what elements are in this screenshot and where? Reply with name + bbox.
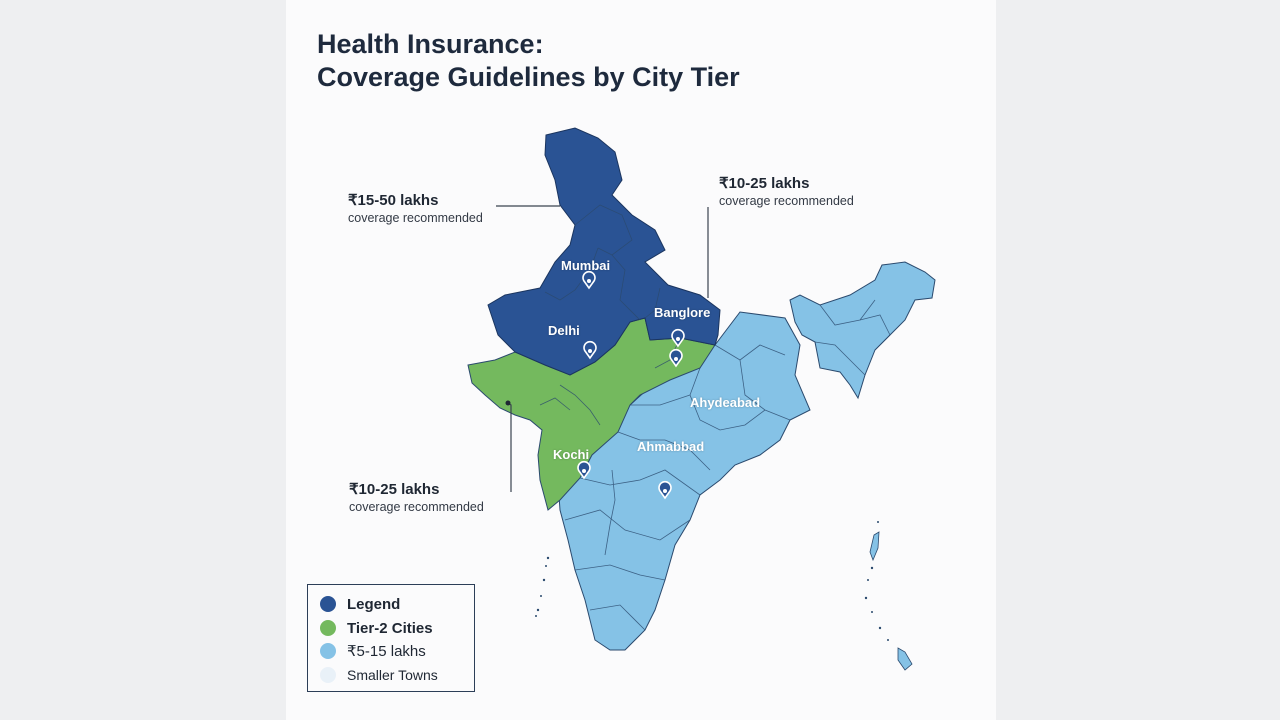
callout-subtitle: coverage recommended [349,500,484,514]
legend-label: Tier-2 Cities [347,619,433,637]
city-label-banglore: Banglore [654,305,711,320]
pin-delhi [583,340,597,360]
region-tier3-northeast [789,261,936,400]
legend-swatch [320,667,336,683]
pin-ahmabbad [658,480,672,500]
callout-amount: ₹10-25 lakhs [349,481,440,498]
city-label-ahmabbad: Ahmabbad [637,439,705,454]
region-tier3-south [554,311,811,651]
callout-amount: ₹15-50 lakhs [348,192,439,209]
city-label-kochi: Kochi [553,447,590,462]
title-line-2: Coverage Guidelines by City Tier [317,62,740,92]
legend-swatch [320,643,336,659]
city-label-ahydeabad: Ahydeabad [690,395,761,410]
legend-item-tier1: Legend [320,593,400,615]
callout-amount: ₹10-25 lakhs [719,175,810,192]
legend-item-tier3: ₹5-15 lakhs [320,640,426,662]
pin-mumbai [582,270,596,290]
pin-banglore-2 [669,348,683,368]
islands [535,521,913,671]
callout-east: ₹10-25 lakhs coverage recommended [719,174,854,210]
leader-dot-west [505,400,511,406]
city-label-mumbai: Mumbai [561,258,611,273]
callout-subtitle: coverage recommended [719,194,854,208]
legend-label: Legend [347,595,401,613]
callout-north: ₹15-50 lakhs coverage recommended [348,191,483,227]
callout-subtitle: coverage recommended [348,211,483,225]
map-pins [577,270,685,500]
legend-swatch [320,596,336,612]
legend-label: ₹5-15 lakhs [347,643,426,660]
callout-west: ₹10-25 lakhs coverage recommended [349,480,484,516]
map-legend: Legend Tier-2 Cities ₹5-15 lakhs Smaller… [307,584,475,692]
leader-line-3 [507,402,512,492]
legend-label: Smaller Towns [347,667,438,683]
page-title: Health Insurance: Coverage Guidelines by… [317,28,740,94]
legend-item-tier2: Tier-2 Cities [320,617,433,639]
state-borders [539,204,891,631]
pin-kochi [577,460,591,480]
legend-swatch [320,620,336,636]
pin-banglore [671,328,685,348]
legend-item-smaller-towns: Smaller Towns [320,664,438,686]
region-tier1-north [487,127,721,376]
city-label-delhi: Delhi [548,323,580,338]
title-line-1: Health Insurance: [317,29,544,59]
